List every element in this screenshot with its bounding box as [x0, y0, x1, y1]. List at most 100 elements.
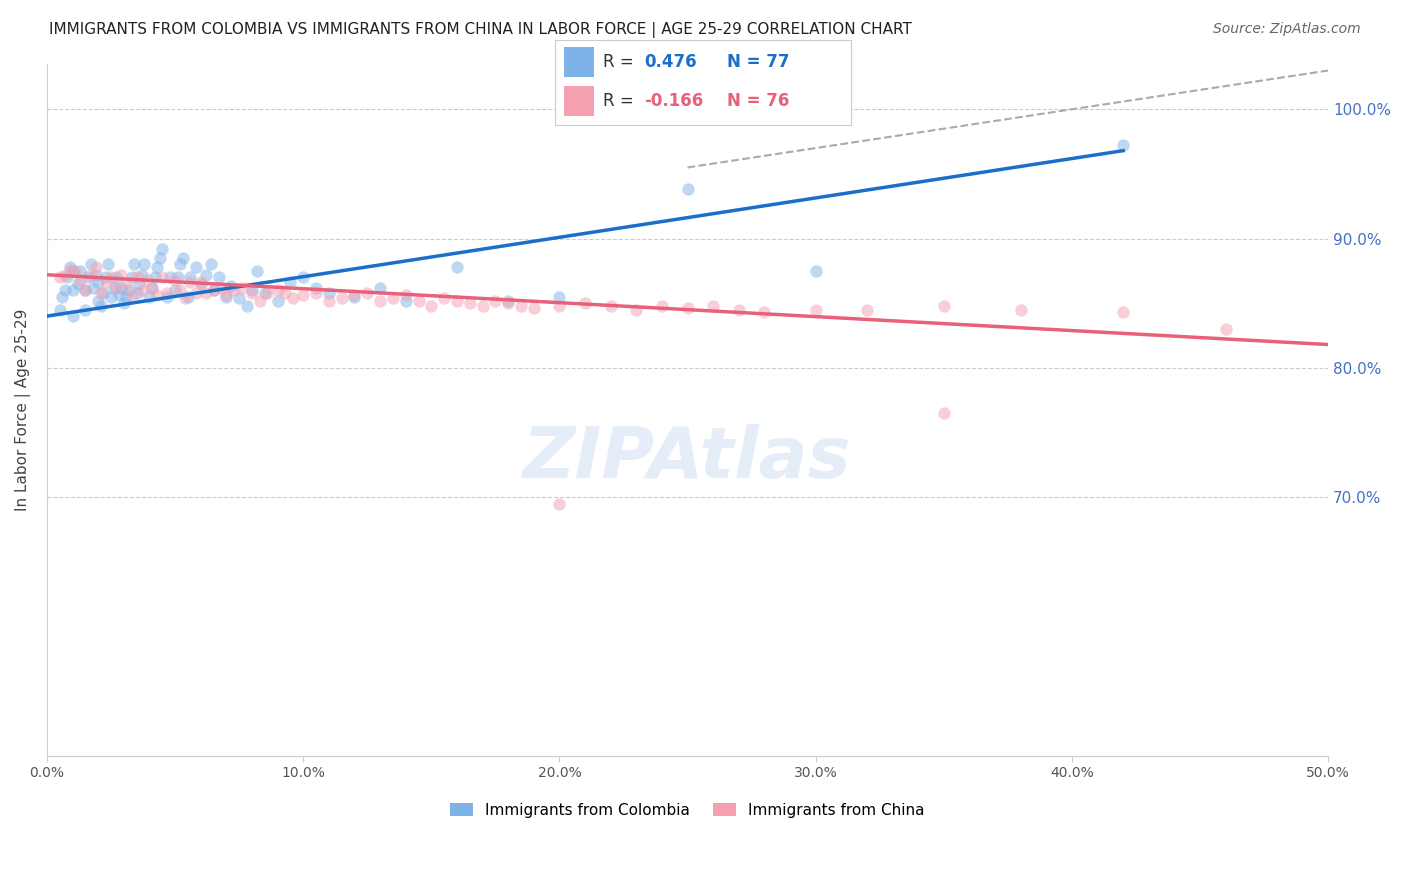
Point — [141, 280, 163, 294]
Text: R =: R = — [603, 92, 633, 110]
Point — [240, 283, 263, 297]
Point — [87, 276, 110, 290]
Point — [1215, 322, 1237, 336]
Point — [496, 296, 519, 310]
Point — [128, 277, 150, 291]
Point — [53, 268, 76, 282]
Point — [174, 291, 197, 305]
Text: IMMIGRANTS FROM COLOMBIA VS IMMIGRANTS FROM CHINA IN LABOR FORCE | AGE 25-29 COR: IMMIGRANTS FROM COLOMBIA VS IMMIGRANTS F… — [49, 22, 912, 38]
Point — [97, 257, 120, 271]
Point — [179, 276, 201, 290]
Point — [368, 293, 391, 308]
Point — [49, 270, 72, 285]
Point — [165, 273, 187, 287]
Point — [1112, 305, 1135, 319]
Point — [548, 299, 571, 313]
Point — [496, 293, 519, 308]
Point — [190, 276, 212, 290]
Text: N = 77: N = 77 — [727, 54, 789, 71]
Point — [246, 264, 269, 278]
Point — [69, 273, 91, 287]
Point — [146, 260, 169, 274]
Point — [266, 293, 288, 308]
Point — [107, 288, 129, 302]
Point — [408, 293, 430, 308]
Point — [932, 299, 955, 313]
Point — [292, 270, 315, 285]
Point — [194, 285, 217, 300]
Point — [150, 270, 173, 285]
Point — [115, 277, 138, 291]
Bar — [564, 86, 593, 116]
Point — [87, 293, 110, 308]
Point — [110, 280, 132, 294]
Point — [215, 288, 238, 302]
Point — [305, 285, 328, 300]
Point — [63, 264, 86, 278]
Point — [105, 270, 128, 285]
Point — [548, 290, 571, 304]
Point — [56, 270, 79, 285]
Legend: Immigrants from Colombia, Immigrants from China: Immigrants from Colombia, Immigrants fro… — [444, 797, 931, 824]
Point — [523, 301, 546, 316]
Point — [754, 305, 776, 319]
Point — [169, 283, 191, 297]
Point — [149, 251, 172, 265]
Point — [82, 280, 104, 294]
Point — [138, 290, 160, 304]
Point — [433, 291, 456, 305]
Point — [51, 290, 73, 304]
Point — [184, 285, 207, 300]
Text: 0.476: 0.476 — [644, 54, 696, 71]
Text: N = 76: N = 76 — [727, 92, 789, 110]
Point — [727, 302, 749, 317]
Point — [209, 280, 232, 294]
Point — [318, 293, 340, 308]
Point — [156, 290, 179, 304]
Point — [169, 257, 191, 271]
Point — [62, 283, 84, 297]
Point — [131, 268, 153, 282]
Point — [208, 270, 231, 285]
Point — [150, 242, 173, 256]
Point — [79, 268, 101, 282]
Point — [222, 283, 245, 297]
Point — [200, 257, 222, 271]
Point — [141, 280, 163, 294]
Point — [266, 283, 288, 297]
Point — [702, 299, 724, 313]
Y-axis label: In Labor Force | Age 25-29: In Labor Force | Age 25-29 — [15, 309, 31, 511]
Point — [676, 182, 699, 196]
Point — [651, 299, 673, 313]
Point — [112, 296, 135, 310]
Point — [228, 291, 250, 305]
Point — [484, 293, 506, 308]
Point — [330, 291, 353, 305]
Point — [135, 273, 157, 287]
Point — [240, 285, 263, 300]
Point — [1010, 302, 1032, 317]
Point — [446, 260, 468, 274]
Point — [381, 291, 404, 305]
Point — [368, 280, 391, 294]
Point — [69, 264, 91, 278]
Point — [177, 290, 200, 304]
Point — [75, 283, 97, 297]
Point — [118, 283, 141, 297]
Point — [318, 285, 340, 300]
Point — [179, 270, 201, 285]
Point — [159, 270, 181, 285]
Point — [90, 299, 112, 313]
Point — [110, 268, 132, 282]
Point — [256, 285, 278, 300]
Text: ZIPAtlas: ZIPAtlas — [523, 424, 852, 492]
Point — [305, 280, 328, 294]
Text: -0.166: -0.166 — [644, 92, 703, 110]
Point — [93, 285, 115, 300]
Point — [166, 270, 188, 285]
Point — [676, 301, 699, 316]
Point — [84, 260, 107, 274]
Point — [94, 270, 117, 285]
Point — [856, 302, 879, 317]
Point — [471, 299, 494, 313]
